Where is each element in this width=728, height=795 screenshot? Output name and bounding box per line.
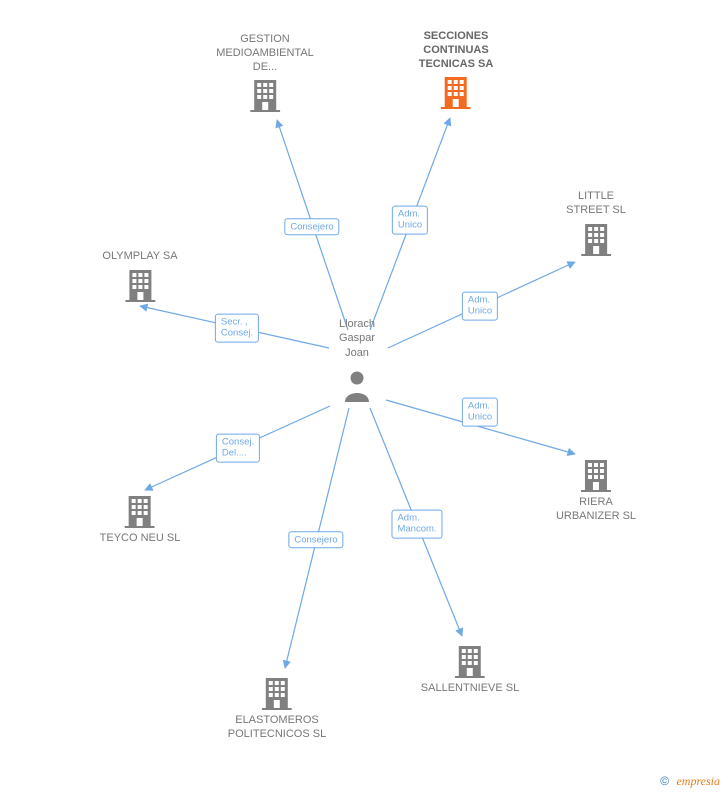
building-icon xyxy=(581,222,611,256)
company-node: SECCIONES CONTINUAS TECNICAS SA xyxy=(419,30,494,109)
company-node: ELASTOMEROS POLITECNICOS SL xyxy=(228,672,326,742)
edge-label: Adm. Unico xyxy=(462,398,498,427)
company-node: TEYCO NEU SL xyxy=(100,490,181,546)
person-icon xyxy=(342,368,372,407)
edge-label: Adm. Mancom. xyxy=(391,510,442,539)
company-label: OLYMPLAY SA xyxy=(102,250,177,264)
company-node: RIERA URBANIZER SL xyxy=(556,454,636,524)
building-icon xyxy=(125,268,155,302)
company-node: LITTLE STREET SL xyxy=(566,190,626,256)
company-label: GESTION MEDIOAMBIENTAL DE... xyxy=(216,33,314,74)
company-label: ELASTOMEROS POLITECNICOS SL xyxy=(228,714,326,742)
building-icon xyxy=(125,494,155,528)
company-node: OLYMPLAY SA xyxy=(102,250,177,302)
company-node: SALLENTNIEVE SL xyxy=(421,640,519,696)
edge-label: Adm. Unico xyxy=(462,292,498,321)
copyright-symbol: © xyxy=(660,774,669,788)
center-person-label: Llorach Gaspar Joan xyxy=(339,317,375,360)
edge-label: Secr. , Consej. xyxy=(215,314,259,343)
building-icon xyxy=(250,78,280,112)
edge-label: Adm. Unico xyxy=(392,206,428,235)
company-label: SALLENTNIEVE SL xyxy=(421,682,519,696)
company-label: LITTLE STREET SL xyxy=(566,190,626,218)
edge-label: Consej. Del.... xyxy=(216,434,260,463)
diagram-canvas: GESTION MEDIOAMBIENTAL DE... SECCIONES C… xyxy=(0,0,728,795)
edge-label: Consejero xyxy=(284,218,339,235)
building-icon xyxy=(581,458,611,492)
edge-label: Consejero xyxy=(288,531,343,548)
building-icon xyxy=(441,75,471,109)
building-icon xyxy=(262,676,292,710)
company-label: RIERA URBANIZER SL xyxy=(556,496,636,524)
company-label: SECCIONES CONTINUAS TECNICAS SA xyxy=(419,30,494,71)
credit: © empresia xyxy=(660,774,720,789)
company-label: TEYCO NEU SL xyxy=(100,532,181,546)
brand-name: empresia xyxy=(676,774,720,788)
building-icon xyxy=(455,644,485,678)
company-node: GESTION MEDIOAMBIENTAL DE... xyxy=(216,33,314,112)
